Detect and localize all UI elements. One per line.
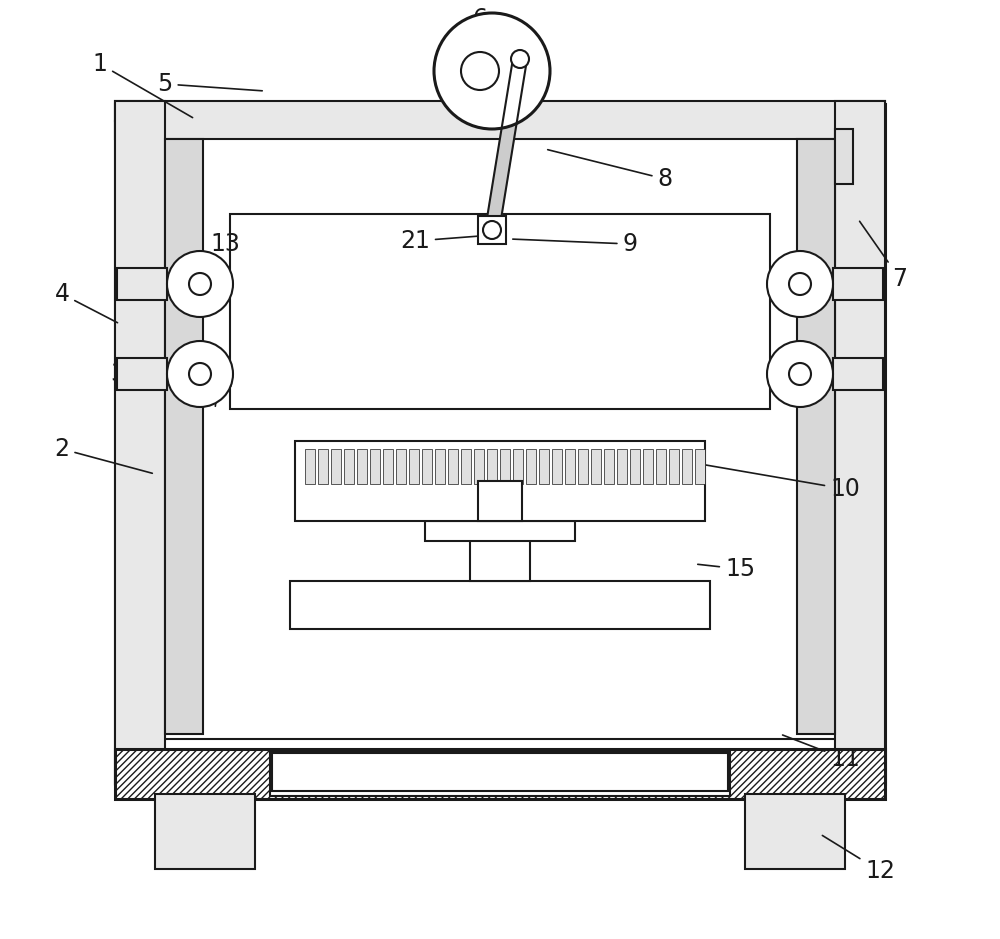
Circle shape [789, 273, 811, 295]
Circle shape [189, 273, 211, 295]
Bar [272, 753, 728, 791]
Text: 9: 9 [513, 232, 638, 256]
Bar [305, 449, 315, 484]
Bar [115, 101, 165, 784]
Text: 16: 16 [315, 767, 352, 791]
Bar [230, 214, 770, 409]
Bar [295, 441, 705, 521]
Bar [117, 268, 167, 300]
Text: 13: 13 [210, 232, 240, 276]
Circle shape [767, 341, 833, 407]
Bar [591, 449, 601, 484]
Bar [331, 449, 341, 484]
Bar [461, 449, 471, 484]
Bar [448, 449, 458, 484]
Bar [344, 449, 354, 484]
Bar [487, 449, 497, 484]
Text: 6: 6 [473, 7, 489, 58]
Bar [409, 449, 419, 484]
Bar [500, 449, 510, 484]
Bar [539, 449, 549, 484]
Bar [630, 449, 640, 484]
Bar [835, 101, 885, 784]
Bar [565, 449, 575, 484]
Text: 10: 10 [703, 465, 860, 501]
Text: 2: 2 [55, 437, 152, 473]
Bar [513, 449, 523, 484]
Circle shape [767, 251, 833, 317]
Bar [833, 358, 883, 390]
Text: 4: 4 [55, 282, 118, 323]
Circle shape [167, 251, 233, 317]
Bar [617, 449, 627, 484]
Bar [526, 449, 536, 484]
Bar [604, 449, 614, 484]
Bar [396, 449, 406, 484]
Bar [115, 749, 885, 799]
Circle shape [167, 341, 233, 407]
Circle shape [511, 50, 529, 68]
Polygon shape [485, 58, 527, 232]
Circle shape [483, 221, 501, 239]
Bar [745, 794, 845, 869]
Bar [422, 449, 432, 484]
Bar [682, 449, 692, 484]
Text: 15: 15 [698, 557, 755, 581]
Bar [835, 129, 853, 184]
Bar [425, 521, 575, 541]
Bar [155, 794, 255, 869]
Text: 7: 7 [860, 222, 908, 291]
Bar [695, 449, 705, 484]
Bar [115, 104, 885, 784]
Circle shape [789, 363, 811, 385]
Text: 14: 14 [203, 372, 233, 407]
Bar [797, 139, 835, 734]
Bar [656, 449, 666, 484]
Text: 21: 21 [400, 229, 477, 253]
Bar [270, 752, 730, 796]
Bar [117, 358, 167, 390]
Text: 8: 8 [548, 149, 673, 191]
Bar [470, 536, 530, 581]
Bar [552, 449, 562, 484]
Circle shape [461, 52, 499, 90]
Circle shape [434, 13, 550, 129]
Bar [165, 139, 203, 734]
Bar [270, 752, 730, 796]
Bar [290, 581, 710, 629]
Bar [383, 449, 393, 484]
Bar [115, 101, 885, 139]
Bar [669, 449, 679, 484]
Bar [357, 449, 367, 484]
Bar [833, 268, 883, 300]
Bar [478, 216, 506, 244]
Text: 5: 5 [157, 72, 262, 96]
Bar [643, 449, 653, 484]
Text: 1: 1 [93, 52, 193, 117]
Text: 12: 12 [822, 836, 895, 883]
Text: 11: 11 [783, 735, 860, 771]
Text: 3: 3 [111, 362, 227, 386]
Circle shape [189, 363, 211, 385]
Bar [435, 449, 445, 484]
Bar [370, 449, 380, 484]
Bar [318, 449, 328, 484]
Bar [474, 449, 484, 484]
Bar [478, 481, 522, 521]
Bar [578, 449, 588, 484]
